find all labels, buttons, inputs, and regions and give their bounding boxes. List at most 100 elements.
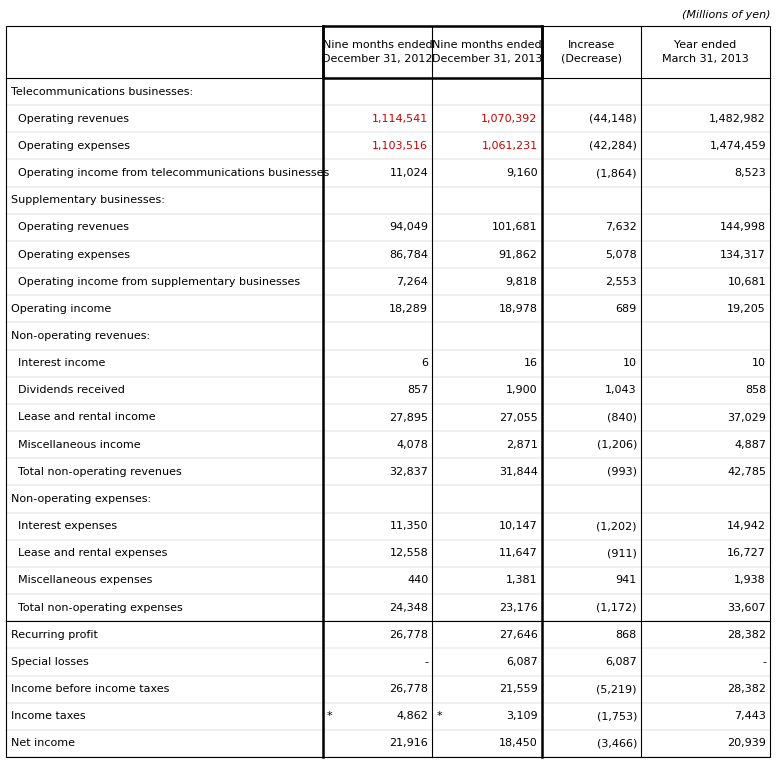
Text: 941: 941 [615, 575, 637, 585]
Text: 94,049: 94,049 [390, 222, 428, 232]
Text: Supplementary businesses:: Supplementary businesses: [11, 196, 165, 205]
Text: *: * [327, 712, 333, 721]
Text: 1,938: 1,938 [734, 575, 766, 585]
Text: 857: 857 [407, 385, 428, 396]
Text: 14,942: 14,942 [727, 521, 766, 531]
Text: 32,837: 32,837 [390, 466, 428, 477]
Text: (840): (840) [607, 412, 637, 422]
Text: Lease and rental income: Lease and rental income [11, 412, 156, 422]
Text: 689: 689 [615, 304, 637, 314]
Text: 6: 6 [421, 358, 428, 368]
Text: Interest expenses: Interest expenses [11, 521, 117, 531]
Text: Total non-operating expenses: Total non-operating expenses [11, 603, 183, 613]
Text: Nine months ended
December 31, 2013: Nine months ended December 31, 2013 [431, 40, 542, 64]
Text: 11,647: 11,647 [499, 548, 538, 559]
Text: 16: 16 [524, 358, 538, 368]
Text: Recurring profit: Recurring profit [11, 630, 98, 640]
Bar [323, 26, 542, 78]
Text: 7,264: 7,264 [397, 277, 428, 287]
Text: Total non-operating revenues: Total non-operating revenues [11, 466, 182, 477]
Text: Income before income taxes: Income before income taxes [11, 684, 169, 694]
Text: 11,024: 11,024 [390, 168, 428, 178]
Text: 101,681: 101,681 [492, 222, 538, 232]
Text: -: - [762, 657, 766, 667]
Text: 1,474,459: 1,474,459 [709, 141, 766, 151]
Text: 18,289: 18,289 [390, 304, 428, 314]
Text: Income taxes: Income taxes [11, 712, 85, 721]
Text: Operating revenues: Operating revenues [11, 222, 129, 232]
Text: 4,862: 4,862 [397, 712, 428, 721]
Text: (1,206): (1,206) [597, 440, 637, 450]
Text: 28,382: 28,382 [727, 684, 766, 694]
Text: (42,284): (42,284) [589, 141, 637, 151]
Text: 12,558: 12,558 [390, 548, 428, 559]
Text: Lease and rental expenses: Lease and rental expenses [11, 548, 168, 559]
Text: 1,482,982: 1,482,982 [709, 113, 766, 124]
Text: Operating income from telecommunications businesses: Operating income from telecommunications… [11, 168, 329, 178]
Text: (Millions of yen): (Millions of yen) [681, 10, 770, 20]
Text: 6,087: 6,087 [506, 657, 538, 667]
Text: 7,443: 7,443 [734, 712, 766, 721]
Text: Operating income from supplementary businesses: Operating income from supplementary busi… [11, 277, 300, 287]
Text: 20,939: 20,939 [727, 738, 766, 748]
Text: 1,103,516: 1,103,516 [372, 141, 428, 151]
Text: 144,998: 144,998 [720, 222, 766, 232]
Text: 1,381: 1,381 [506, 575, 538, 585]
Text: 10,147: 10,147 [499, 521, 538, 531]
Text: 21,916: 21,916 [390, 738, 428, 748]
Text: 8,523: 8,523 [734, 168, 766, 178]
Text: Miscellaneous expenses: Miscellaneous expenses [11, 575, 152, 585]
Text: 19,205: 19,205 [727, 304, 766, 314]
Text: (1,753): (1,753) [597, 712, 637, 721]
Text: Nine months ended
December 31, 2012: Nine months ended December 31, 2012 [323, 40, 433, 64]
Text: (1,864): (1,864) [597, 168, 637, 178]
Text: Net income: Net income [11, 738, 75, 748]
Text: 10: 10 [752, 358, 766, 368]
Text: Miscellaneous income: Miscellaneous income [11, 440, 140, 450]
Text: 1,114,541: 1,114,541 [372, 113, 428, 124]
Text: 5,078: 5,078 [605, 250, 637, 260]
Text: 2,871: 2,871 [506, 440, 538, 450]
Text: 42,785: 42,785 [727, 466, 766, 477]
Text: Increase
(Decrease): Increase (Decrease) [561, 40, 622, 64]
Text: Interest income: Interest income [11, 358, 106, 368]
Text: 24,348: 24,348 [390, 603, 428, 613]
Text: 9,160: 9,160 [506, 168, 538, 178]
Text: 10: 10 [623, 358, 637, 368]
Text: 6,087: 6,087 [605, 657, 637, 667]
Text: 23,176: 23,176 [499, 603, 538, 613]
Text: 27,055: 27,055 [499, 412, 538, 422]
Text: 10,681: 10,681 [727, 277, 766, 287]
Text: 33,607: 33,607 [727, 603, 766, 613]
Text: 7,632: 7,632 [605, 222, 637, 232]
Text: *: * [436, 712, 442, 721]
Text: (5,219): (5,219) [597, 684, 637, 694]
Text: 1,043: 1,043 [605, 385, 637, 396]
Text: Operating expenses: Operating expenses [11, 250, 130, 260]
Text: 440: 440 [407, 575, 428, 585]
Text: 86,784: 86,784 [390, 250, 428, 260]
Text: 11,350: 11,350 [390, 521, 428, 531]
Text: 9,818: 9,818 [506, 277, 538, 287]
Text: 4,078: 4,078 [397, 440, 428, 450]
Text: Dividends received: Dividends received [11, 385, 125, 396]
Text: Non-operating expenses:: Non-operating expenses: [11, 494, 151, 504]
Text: Operating income: Operating income [11, 304, 111, 314]
Text: 1,900: 1,900 [506, 385, 538, 396]
Text: -: - [424, 657, 428, 667]
Text: 31,844: 31,844 [499, 466, 538, 477]
Text: (911): (911) [607, 548, 637, 559]
Text: 26,778: 26,778 [390, 684, 428, 694]
Text: 868: 868 [615, 630, 637, 640]
Text: (993): (993) [607, 466, 637, 477]
Text: (3,466): (3,466) [597, 738, 637, 748]
Text: Special losses: Special losses [11, 657, 88, 667]
Text: 1,061,231: 1,061,231 [481, 141, 538, 151]
Text: Telecommunications businesses:: Telecommunications businesses: [11, 87, 193, 97]
Text: Year ended
March 31, 2013: Year ended March 31, 2013 [662, 40, 749, 64]
Text: 27,895: 27,895 [390, 412, 428, 422]
Text: Operating expenses: Operating expenses [11, 141, 130, 151]
Text: 16,727: 16,727 [727, 548, 766, 559]
Text: (1,172): (1,172) [597, 603, 637, 613]
Text: Non-operating revenues:: Non-operating revenues: [11, 331, 150, 341]
